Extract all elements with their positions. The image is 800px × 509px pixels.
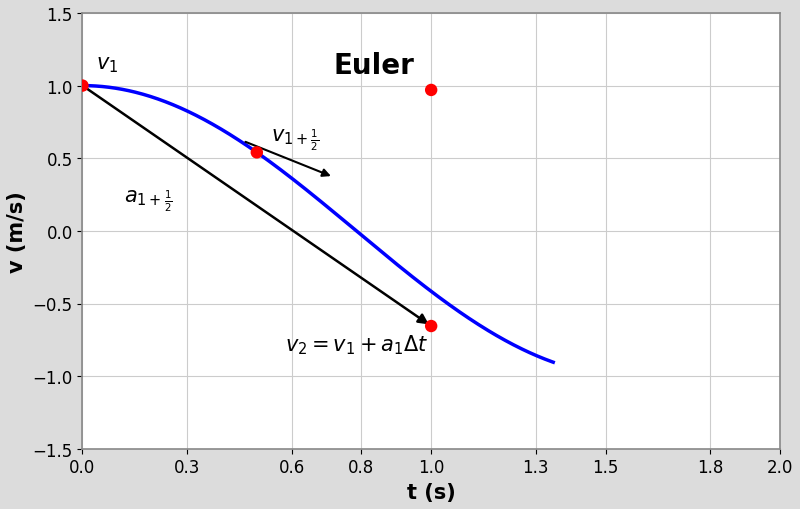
Text: $v_1$: $v_1$: [97, 54, 118, 75]
Text: Euler: Euler: [334, 51, 414, 79]
Text: $a_{1+\frac{1}{2}}$: $a_{1+\frac{1}{2}}$: [124, 188, 173, 214]
Text: $v_{1+\frac{1}{2}}$: $v_{1+\frac{1}{2}}$: [270, 128, 319, 153]
Point: [425, 322, 438, 330]
Point: [425, 87, 438, 95]
Text: $v_2 = v_1 + a_1\Delta t$: $v_2 = v_1 + a_1\Delta t$: [285, 332, 428, 356]
Point: [250, 149, 263, 157]
Point: [76, 82, 89, 91]
X-axis label: t (s): t (s): [406, 482, 455, 502]
Y-axis label: v (m/s): v (m/s): [7, 190, 27, 272]
